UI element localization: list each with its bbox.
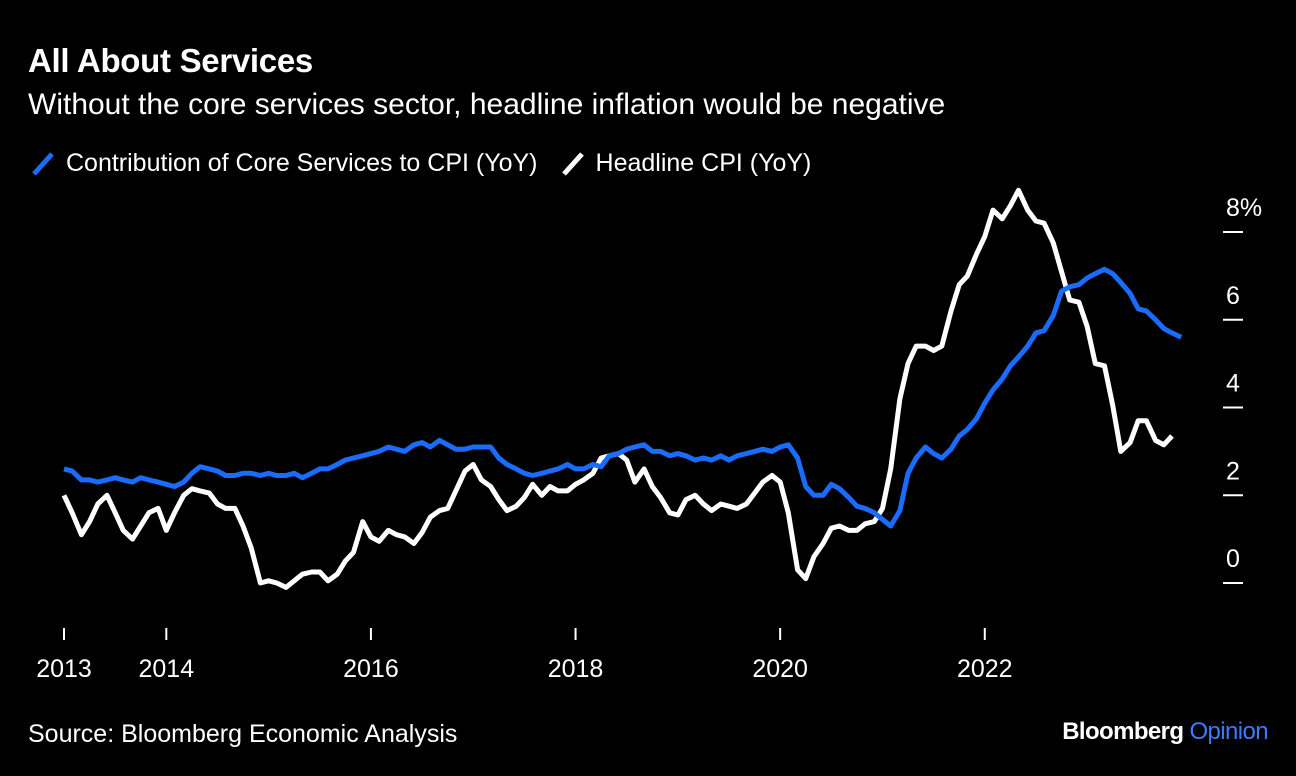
y-tick-label-2: 2 xyxy=(1226,457,1240,485)
chart-title: All About Services xyxy=(28,42,313,79)
legend-swatch-core-services-icon xyxy=(32,152,54,176)
brand-name: Bloomberg xyxy=(1062,718,1184,745)
y-axis: 0 2 4 6 8% xyxy=(1223,194,1262,584)
brand-logo: Bloomberg Opinion xyxy=(1062,718,1268,746)
chart-subtitle: Without the core services sector, headli… xyxy=(28,88,946,121)
source-note: Source: Bloomberg Economic Analysis xyxy=(28,720,458,748)
y-tick-label-0: 0 xyxy=(1226,545,1240,573)
series-line-headline-cpi xyxy=(61,187,1174,590)
x-tick-label-2014: 2014 xyxy=(138,655,194,683)
legend-item-core-services: Contribution of Core Services to CPI (Yo… xyxy=(30,148,538,178)
legend-swatch-headline-cpi-icon xyxy=(561,152,584,176)
x-tick-label-2013: 2013 xyxy=(36,655,92,683)
brand-section: Opinion xyxy=(1189,718,1268,745)
x-tick-label-2020: 2020 xyxy=(752,655,808,683)
legend-label-headline-cpi: Headline CPI (YoY) xyxy=(595,148,812,177)
x-tick-label-2018: 2018 xyxy=(548,655,604,683)
y-tick-label-8: 8% xyxy=(1226,194,1262,222)
x-tick-label-2016: 2016 xyxy=(343,655,399,683)
legend-item-headline-cpi: Headline CPI (YoY) xyxy=(560,148,812,178)
series-layer xyxy=(61,187,1183,590)
y-tick-label-6: 6 xyxy=(1226,282,1240,310)
chart-legend: Contribution of Core Services to CPI (Yo… xyxy=(30,148,833,178)
legend-label-core-services: Contribution of Core Services to CPI (Yo… xyxy=(66,148,538,177)
x-axis: 2013 2014 2016 2018 2020 2022 xyxy=(36,628,1013,683)
series-line-core-services xyxy=(63,266,1183,529)
y-tick-label-4: 4 xyxy=(1226,370,1240,398)
x-tick-label-2022: 2022 xyxy=(957,655,1013,683)
